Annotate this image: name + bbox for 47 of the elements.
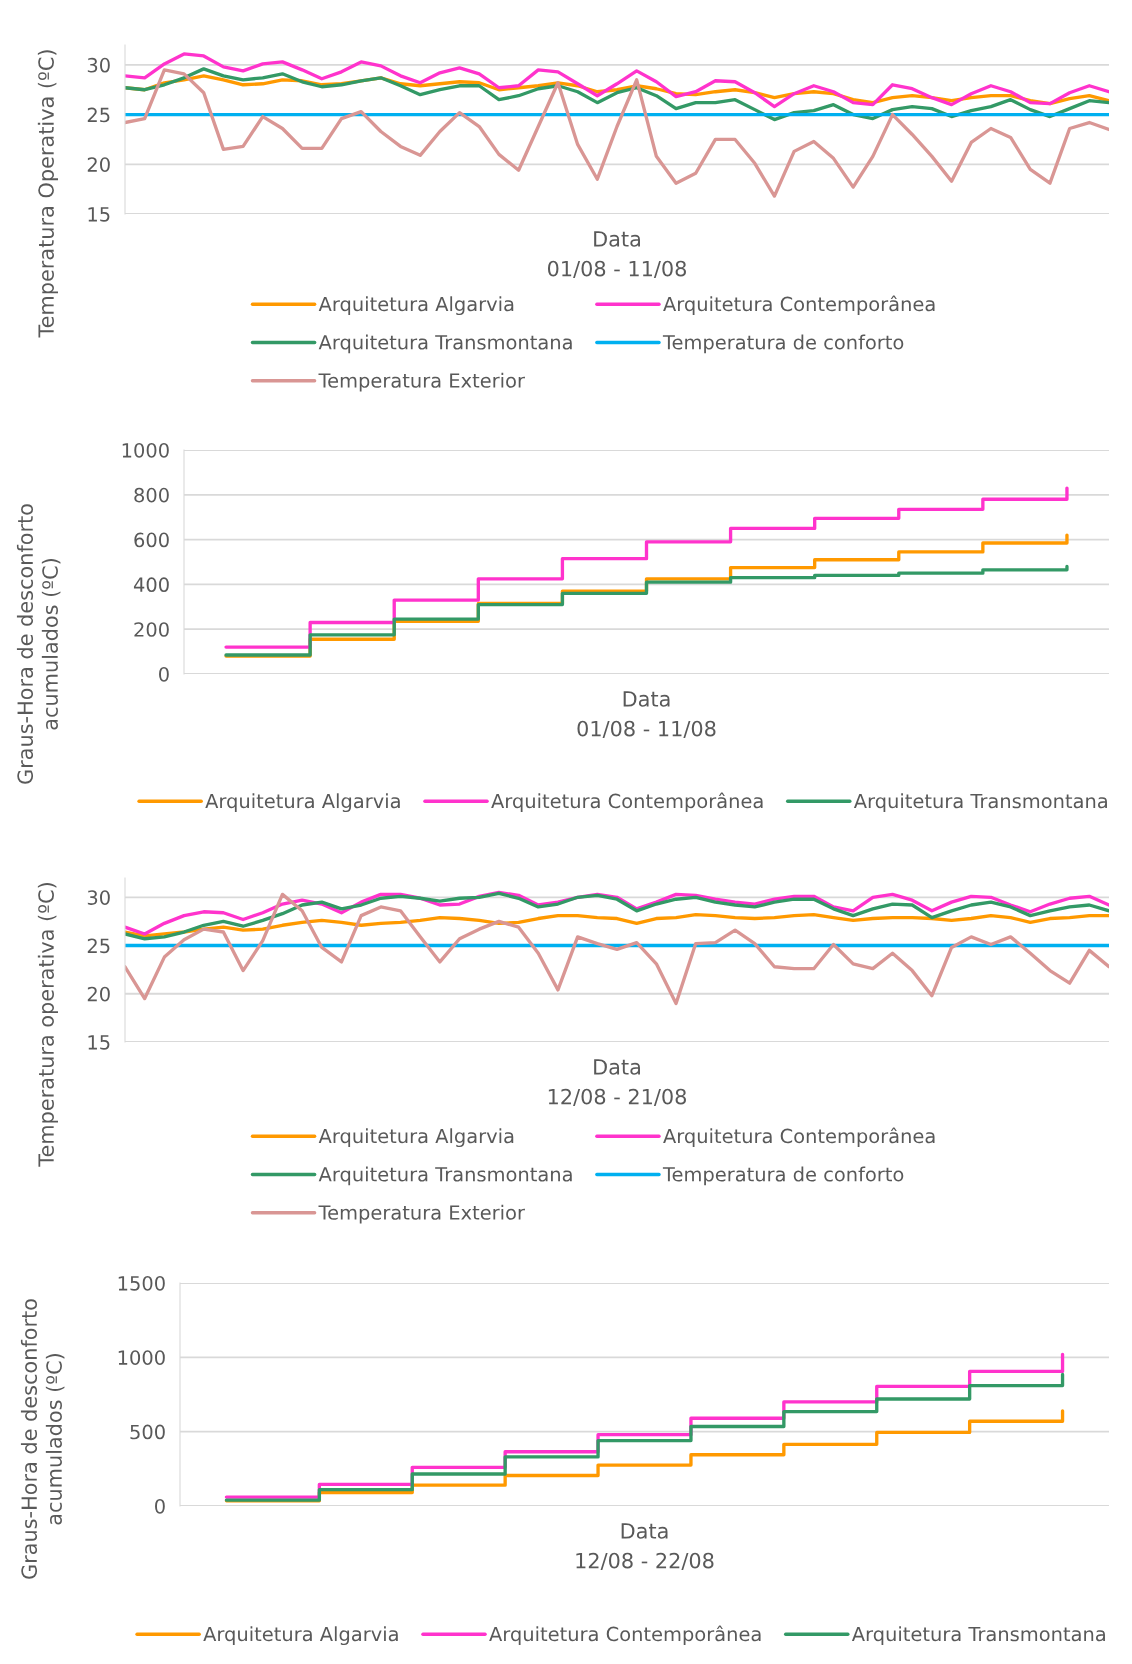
- line-series: [125, 67, 1109, 122]
- y-tick-label: 0: [159, 666, 169, 682]
- y-axis-title: Graus-Hora de desconforto acumulados (ºC): [20, 1299, 65, 1579]
- y-tick-label: 800: [134, 487, 169, 503]
- legend-label: Temperatura de conforto: [662, 334, 904, 354]
- legend-label: Arquitetura Algarvia: [205, 793, 400, 813]
- x-axis-title: Data 12/08 - 22/08: [576, 1523, 714, 1571]
- y-tick-label: 25: [87, 107, 110, 123]
- line-series: [125, 892, 1109, 1006]
- y-tick-label: 30: [87, 890, 110, 905]
- y-tick-label: 500: [130, 1424, 165, 1440]
- x-axis-title: Data 01/08 - 11/08: [577, 691, 716, 739]
- y-tick-label: 600: [134, 532, 169, 548]
- y-tick-label: 30: [87, 57, 110, 73]
- y-tick-label: 20: [87, 157, 110, 172]
- line-series: [125, 52, 1109, 109]
- legend-label: Arquitetura Transmontana: [853, 793, 1107, 813]
- legend-label: Arquitetura Algarvia: [318, 1128, 514, 1148]
- line-series: [125, 912, 1109, 938]
- legend-label: Arquitetura Algarvia: [203, 1626, 398, 1646]
- y-tick-label: 0: [155, 1498, 165, 1514]
- legend-label: Temperatura Exterior: [318, 1204, 525, 1224]
- legend-label: Temperatura de conforto: [662, 1166, 904, 1186]
- legend-label: Arquitetura Algarvia: [318, 296, 514, 316]
- x-axis-title: Data 01/08 - 11/08: [547, 231, 686, 279]
- y-tick-label: 15: [88, 207, 110, 222]
- legend-label: Arquitetura Contemporânea: [489, 1625, 761, 1646]
- x-axis-title: Data 12/08 - 21/08: [548, 1059, 686, 1107]
- y-tick-label: 1000: [122, 442, 169, 458]
- y-tick-label: 400: [133, 577, 169, 593]
- legend-label: Arquitetura Transmontana: [318, 334, 572, 354]
- y-axis-title: Temperatura operativa (ºC): [37, 883, 58, 1167]
- y-tick-label: 25: [87, 938, 110, 954]
- legend-label: Arquitetura Contemporânea: [491, 792, 763, 813]
- y-axis-title: Graus-Hora de desconforto acumulados (ºC): [16, 504, 61, 784]
- legend-label: Temperatura Exterior: [318, 372, 525, 392]
- line-series: [125, 68, 1109, 198]
- legend-label: Arquitetura Transmontana: [318, 1166, 572, 1186]
- y-axis-title: Temperatura Operativa (ºC): [37, 50, 58, 338]
- y-tick-label: 15: [88, 1035, 110, 1050]
- legend-label: Arquitetura Contemporânea: [663, 295, 935, 316]
- y-tick-label: 1000: [118, 1350, 165, 1365]
- y-tick-label: 200: [134, 622, 169, 637]
- y-tick-label: 20: [87, 986, 110, 1002]
- legend-label: Arquitetura Contemporânea: [663, 1127, 935, 1148]
- legend-label: Arquitetura Transmontana: [851, 1626, 1105, 1646]
- y-tick-label: 1500: [118, 1275, 165, 1291]
